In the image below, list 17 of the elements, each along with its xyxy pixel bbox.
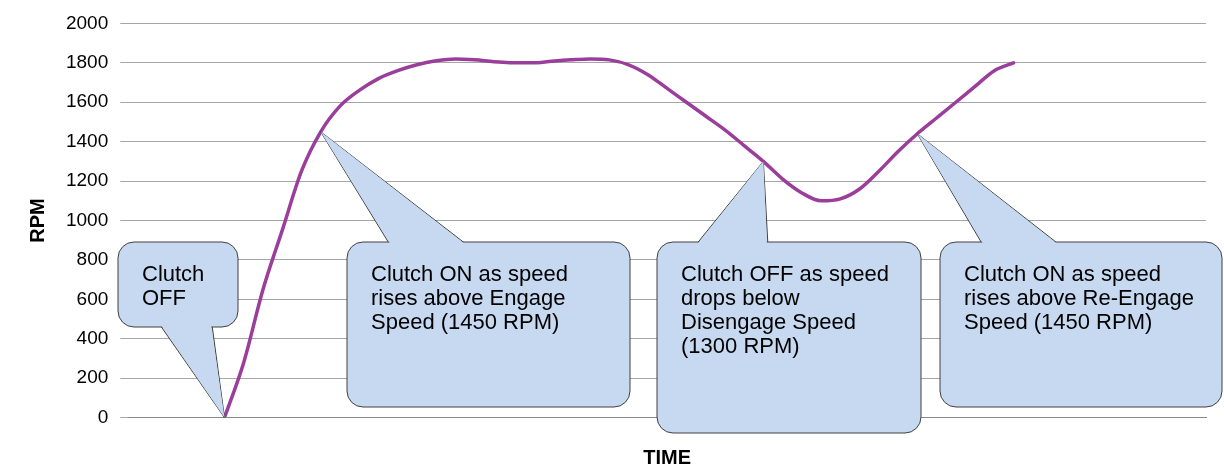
x-axis-title: TIME bbox=[643, 445, 692, 468]
y-tick-label: 1800 bbox=[65, 51, 109, 73]
y-tick-label: 1600 bbox=[65, 90, 109, 112]
y-axis-title: RPM bbox=[25, 198, 48, 243]
y-tick-label: 1400 bbox=[65, 129, 109, 151]
annotation: Clutch ON as speed rises above Engage Speed (1450 RPM) bbox=[371, 261, 569, 334]
y-tick-label: 2000 bbox=[65, 11, 109, 33]
y-tick-label: 800 bbox=[76, 248, 109, 270]
annotation: Clutch OFF bbox=[142, 261, 206, 310]
y-tick-label: 200 bbox=[76, 366, 109, 388]
annotation: Clutch OFF as speed drops below Disengage Speed (1300 RPM) bbox=[681, 261, 890, 358]
y-tick-label: 1200 bbox=[65, 169, 109, 191]
y-tick-label: 1000 bbox=[65, 208, 109, 230]
y-tick-label: 0 bbox=[97, 405, 109, 427]
y-tick-label: 600 bbox=[76, 287, 109, 309]
annotation: Clutch ON as speed rises above Re-Engage Speed (1450 RPM) bbox=[964, 261, 1195, 334]
y-tick-label: 400 bbox=[76, 326, 109, 348]
